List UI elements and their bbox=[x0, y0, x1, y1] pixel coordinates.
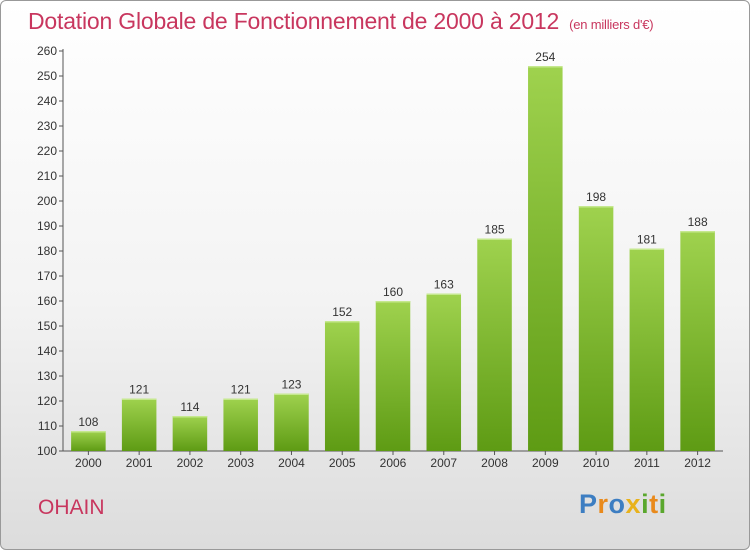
x-tick-label: 2012 bbox=[684, 456, 711, 470]
bar-highlight bbox=[680, 231, 715, 233]
data-label: 181 bbox=[637, 233, 657, 247]
data-label: 121 bbox=[129, 383, 149, 397]
y-tick-label: 170 bbox=[37, 269, 57, 283]
bar-highlight bbox=[426, 293, 462, 295]
x-tick-label: 2006 bbox=[380, 456, 407, 470]
bar bbox=[71, 431, 106, 451]
x-tick-label: 2011 bbox=[634, 456, 660, 470]
chart-title-text: Dotation Globale de Fonctionnement de 20… bbox=[28, 8, 560, 34]
chart-title: Dotation Globale de Fonctionnement de 20… bbox=[28, 8, 654, 35]
y-tick-label: 220 bbox=[37, 144, 57, 158]
y-tick-label: 120 bbox=[37, 394, 57, 408]
x-tick-label: 2000 bbox=[75, 456, 102, 470]
chart-subtitle: (en milliers d'€) bbox=[569, 17, 654, 32]
bar bbox=[680, 231, 715, 451]
x-tick-label: 2002 bbox=[177, 456, 204, 470]
data-label: 152 bbox=[332, 305, 352, 319]
bar-highlight bbox=[375, 301, 411, 303]
data-label: 160 bbox=[383, 285, 403, 299]
y-tick-label: 180 bbox=[37, 244, 57, 258]
bar-highlight bbox=[324, 321, 360, 323]
bar-highlight bbox=[121, 398, 157, 400]
x-tick-label: 2009 bbox=[532, 456, 559, 470]
logo-letter: t bbox=[649, 489, 659, 519]
city-name: OHAIN bbox=[38, 496, 105, 519]
proxiti-logo: Proxiti bbox=[579, 489, 667, 520]
y-tick-label: 150 bbox=[37, 319, 57, 333]
logo-letter: r bbox=[597, 489, 609, 519]
logo-letter: o bbox=[608, 489, 626, 519]
logo-letter: i bbox=[658, 489, 667, 519]
bar bbox=[172, 416, 208, 451]
bar bbox=[121, 398, 157, 451]
bar bbox=[477, 238, 512, 451]
data-label: 108 bbox=[78, 415, 98, 429]
y-tick-label: 240 bbox=[37, 94, 57, 108]
bar bbox=[375, 301, 411, 451]
data-label: 114 bbox=[180, 400, 199, 414]
y-tick-label: 190 bbox=[37, 219, 57, 233]
bar-highlight bbox=[172, 416, 208, 418]
y-tick-label: 100 bbox=[37, 444, 57, 458]
bar-highlight bbox=[71, 431, 106, 433]
data-label: 188 bbox=[688, 215, 708, 229]
y-tick-label: 210 bbox=[37, 169, 57, 183]
x-tick-label: 2005 bbox=[329, 456, 356, 470]
data-label: 121 bbox=[231, 383, 251, 397]
data-label: 254 bbox=[535, 50, 555, 64]
logo-letter: P bbox=[579, 489, 598, 519]
bar bbox=[274, 393, 309, 451]
bar-highlight bbox=[477, 238, 512, 240]
x-tick-label: 2001 bbox=[126, 456, 153, 470]
bar bbox=[528, 66, 563, 451]
x-tick-label: 2010 bbox=[583, 456, 610, 470]
data-label: 185 bbox=[485, 223, 505, 237]
chart-data-labels: 108 121 114 121 123 152 160 163 185 254 198 181 188 bbox=[78, 50, 708, 429]
logo-letter: i bbox=[641, 489, 650, 519]
y-tick-label: 260 bbox=[37, 44, 57, 58]
chart-bars bbox=[71, 66, 715, 451]
y-tick-label: 140 bbox=[37, 344, 57, 358]
bar bbox=[324, 321, 360, 451]
bar-highlight bbox=[578, 206, 614, 208]
logo-letter: x bbox=[625, 489, 642, 519]
x-tick-label: 2004 bbox=[278, 456, 305, 470]
y-tick-label: 230 bbox=[37, 119, 57, 133]
x-tick-label: 2008 bbox=[481, 456, 508, 470]
data-label: 198 bbox=[586, 190, 606, 204]
y-tick-label: 110 bbox=[38, 419, 57, 433]
chart-axes: 100 110 120 130 140 150 160 170 180 190 200 210 220 2… bbox=[37, 44, 723, 470]
bar-highlight bbox=[223, 398, 258, 400]
data-label: 123 bbox=[281, 378, 301, 392]
x-tick-label: 2007 bbox=[430, 456, 457, 470]
bar-highlight bbox=[274, 393, 309, 395]
bar-highlight bbox=[528, 66, 563, 68]
y-tick-label: 250 bbox=[37, 69, 57, 83]
y-tick-label: 160 bbox=[37, 294, 57, 308]
x-tick-label: 2003 bbox=[227, 456, 254, 470]
bar-highlight bbox=[629, 248, 665, 250]
y-tick-label: 130 bbox=[37, 369, 57, 383]
bar bbox=[426, 293, 462, 451]
y-tick-label: 200 bbox=[37, 194, 57, 208]
bar bbox=[223, 398, 258, 451]
bar bbox=[629, 248, 665, 451]
bar bbox=[578, 206, 614, 451]
data-label: 163 bbox=[434, 278, 454, 292]
